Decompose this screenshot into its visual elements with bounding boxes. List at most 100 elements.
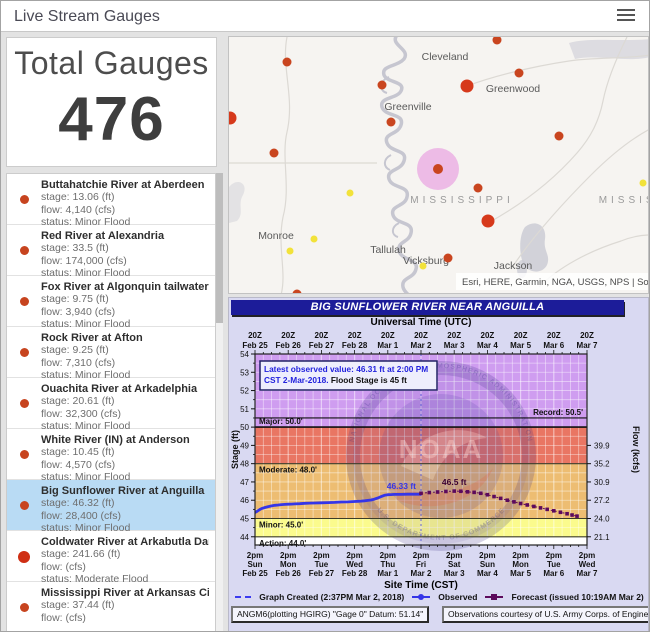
cst-date-label: Mar 4 [477,569,498,578]
gauge-flow: flow: 174,000 (cfs) [41,254,127,267]
flow-tick-label: 24.0 [594,514,610,523]
utc-date-label: Mar 4 [477,341,498,350]
gauge-list-item[interactable]: Coldwater River at Arkabutla Dam stage: 2… [7,531,215,585]
forecast-point [558,510,563,515]
map-reservoir [520,223,549,272]
gauge-marker-yellow[interactable] [419,262,427,270]
hydrograph-title: BIG SUNFLOWER RIVER NEAR ANGUILLA [231,300,624,315]
gauge-stage: stage: 20.61 (ft) [41,395,115,407]
utc-tick-label: 20Z [547,331,561,340]
utc-tick-label: 20Z [281,331,295,340]
hamburger-menu-icon[interactable] [617,9,635,23]
utc-tick-label: 20Z [580,331,594,340]
list-scrollbar-track[interactable] [216,173,223,631]
map-river [380,37,418,293]
cst-tick-label: 2pm [247,551,263,560]
forecast-point [485,492,490,497]
stage-tick-label: 44 [240,533,249,542]
gauge-marker[interactable] [473,183,483,193]
cst-axis-title: Site Time (CST) [384,580,458,591]
flow-tick-label: 35.2 [594,460,610,469]
gauge-status-dot-icon [20,450,29,459]
map-panel[interactable]: MISSISSIPPI MISSISS Cleveland Greenwood Gree… [228,36,649,294]
map-boundary-line [510,129,648,270]
gauge-list[interactable]: Buttahatchie River at Aberdeen stage: 13.… [6,173,216,631]
gauge-name: White River (IN) at Anderson [41,434,190,446]
utc-date-label: Mar 3 [444,341,465,350]
cst-date-label: Mar 6 [543,569,564,578]
forecast-point [427,490,432,495]
map-city-label: Monroe [258,230,294,242]
forecast-point [505,498,510,503]
cst-day-label: Wed [346,560,363,569]
gauge-list-item[interactable]: Rock River at Afton stage: 9.25 (ft) flow:… [7,327,215,381]
flow-tick-label: 27.2 [594,496,610,505]
utc-date-label: Feb 28 [342,341,368,350]
gauge-status-dot-icon [18,551,30,563]
gauge-marker[interactable] [554,131,564,141]
cst-tick-label: 2pm [579,551,595,560]
map-canvas[interactable]: MISSISSIPPI MISSISS Cleveland Greenwood Gree… [229,37,649,294]
cst-day-label: Sat [448,560,461,569]
gauge-list-item[interactable]: Red River at Alexandria stage: 33.5 (ft) f… [7,225,215,279]
gauge-name: Buttahatchie River at Aberdeen [41,179,205,191]
map-attribution: Esri, HERE, Garmin, NGA, USGS, NPS | Sou… [462,277,649,288]
gauge-marker[interactable] [282,57,292,67]
cst-tick-label: 2pm [512,551,528,560]
gauge-marker[interactable] [292,289,302,295]
forecast-point [492,494,496,499]
map-boundary-line [280,37,291,293]
gauge-marker[interactable] [269,148,279,158]
cst-date-label: Feb 25 [242,569,268,578]
list-scrollbar-thumb[interactable] [216,173,223,323]
forecast-point [444,489,448,494]
gauge-stage: stage: 10.45 (ft) [41,446,115,458]
gauge-marker[interactable] [443,253,453,263]
latest-value-line1: Latest observed value: 46.31 ft at 2:00 … [264,364,428,374]
gauge-marker[interactable] [460,79,474,93]
gauge-marker[interactable] [386,117,396,127]
cst-date-label: Feb 26 [276,569,302,578]
utc-date-label: Mar 7 [577,341,598,350]
threshold-label-record: Record: 50.5' [533,408,583,417]
map-boundary-line [466,54,648,87]
gauge-list-item[interactable]: Buttahatchie River at Aberdeen stage: 13.… [7,174,215,228]
threshold-label-moderate: Moderate: 48.0' [259,466,317,475]
gauge-list-item[interactable]: Big Sunflower River at Anguilla stage: 46… [7,480,215,534]
gauge-name: Mississippi River at Arkansas City [41,587,209,599]
gauge-list-item[interactable]: White River (IN) at Anderson stage: 10.45… [7,429,215,483]
utc-date-label: Feb 26 [276,341,302,350]
gauge-marker[interactable] [481,214,495,228]
gauge-list-item[interactable]: Ouachita River at Arkadelphia stage: 20.6… [7,378,215,432]
gauge-marker-yellow[interactable] [310,235,318,243]
forecast-point [570,513,574,517]
gauge-marker-yellow[interactable] [346,189,354,197]
gauge-status-dot-icon [20,297,29,306]
gauge-stage: stage: 37.44 (ft) [41,599,115,611]
gauge-list-item[interactable]: Fox River at Algonquin tailwater stage: 9… [7,276,215,330]
map-region-label: MISSISSIPPI [410,195,513,206]
map-boundary-line [538,234,648,288]
gauge-marker[interactable] [229,111,237,125]
utc-tick-label: 20Z [481,331,495,340]
cst-date-label: Mar 5 [510,569,531,578]
gauge-marker[interactable] [514,68,524,78]
forecast-point [532,504,536,509]
gauge-list-item[interactable]: Mississippi River at Arkansas City stage:… [7,582,215,631]
cst-day-label: Mon [280,560,297,569]
legend-forecast-label: Forecast (issued 10:19AM Mar 2) [511,592,644,602]
gauge-status-dot-icon [20,348,29,357]
gauge-marker-selected[interactable] [433,164,443,174]
gauge-name: Red River at Alexandria [41,230,165,242]
gauge-marker[interactable] [377,80,387,90]
cst-day-label: Fri [416,560,426,569]
legend-created-label: Graph Created (2:37PM Mar 2, 2018) [259,592,405,602]
utc-tick-label: 20Z [414,331,428,340]
cst-date-label: Mar 3 [444,569,465,578]
total-gauges-label: Total Gauges [14,45,209,81]
gauge-marker[interactable] [492,37,502,45]
gauge-stage: stage: 13.06 (ft) [41,191,115,203]
gauge-marker-yellow[interactable] [639,179,647,187]
gauge-marker-yellow[interactable] [286,247,294,255]
gauge-stage: stage: 9.25 (ft) [41,344,109,356]
